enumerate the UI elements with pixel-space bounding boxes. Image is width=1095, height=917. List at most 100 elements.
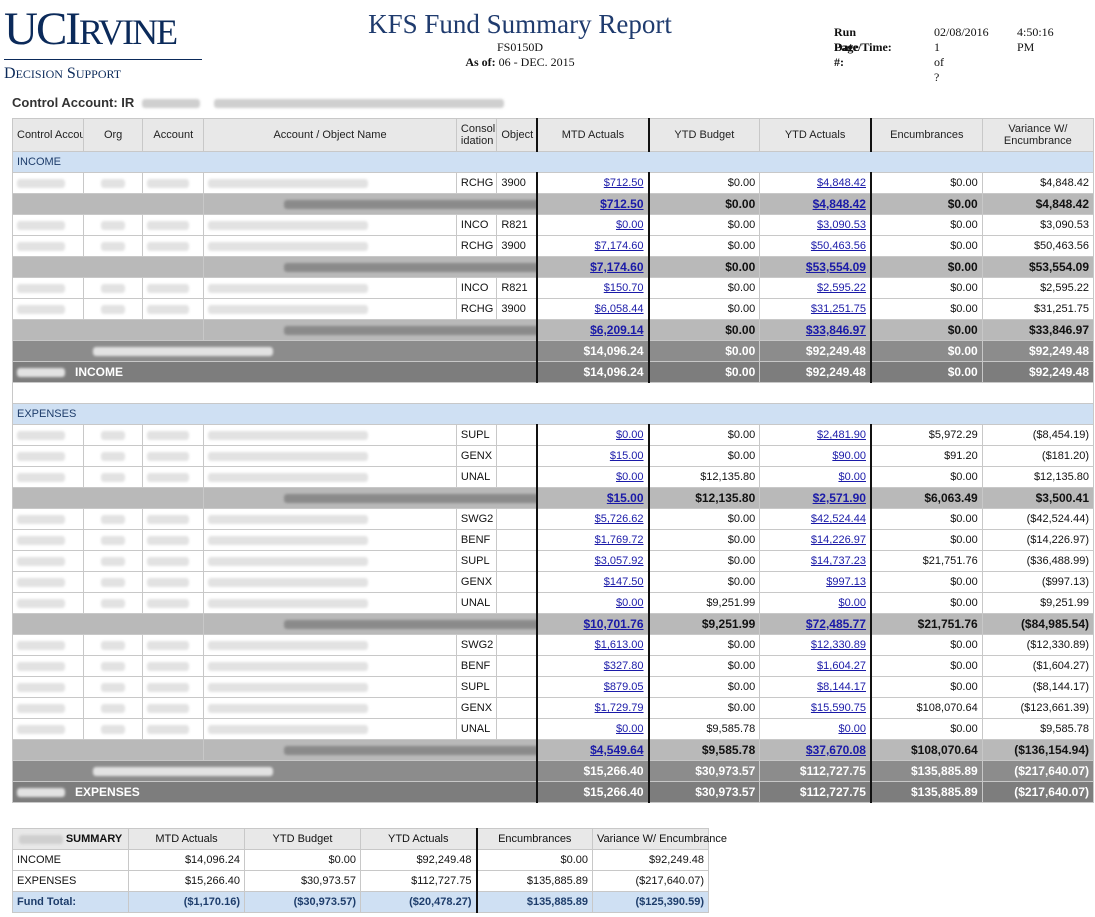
logo-uc: UC [4,3,67,55]
subtotal-mtd-link[interactable]: $15.00 [606,491,644,505]
mtd-link[interactable]: $0.00 [615,597,644,609]
summary-table: SUMMARY MTD Actuals YTD Budget YTD Actua… [12,828,727,913]
ytd-actuals-link[interactable]: $14,737.23 [810,555,866,567]
mtd-link[interactable]: $1,769.72 [594,534,644,546]
subtotal-row: $15.00 $12,135.80 $2,571.90 $6,063.49 $3,500… [11,487,1095,509]
table-row: RCHG 3900 $6,058.44 $0.00 $31,251.75 $0.00 $31… [12,298,1095,320]
subtotal-ytd-link[interactable]: $4,848.42 [812,197,866,211]
logo-i: I [65,3,81,55]
mtd-link[interactable]: $712.50 [603,177,644,189]
grand-total-row-expenses: EXPENSES $15,266.40 $30,973.57 $112,727.75 $… [12,781,1095,803]
table-row: UNAL $0.00 $9,585.78 $0.00 $0.00 $9,585.78 [12,718,1095,740]
org-total-row: $15,266.40 $30,973.57 $112,727.75 $135,885.… [12,760,1095,782]
report-title: KFS Fund Summary Report [368,9,672,39]
ytd-actuals-link[interactable]: $90.00 [832,450,866,462]
table-header: Control Account Org Account Account / Ob… [12,118,1095,152]
summary-title: SUMMARY [12,828,129,850]
mtd-link[interactable]: $0.00 [615,429,644,441]
col-object: Object [496,118,538,152]
subtotal-row: $4,549.64 $9,585.78 $37,670.08 $108,070.64(… [11,739,1095,761]
table-row: BENF $327.80 $0.00 $1,604.27 $0.00 ($1,604.27… [12,655,1095,677]
table-row: INCO R821 $150.70 $0.00 $2,595.22 $0.00 $2,595… [12,277,1095,299]
mtd-link[interactable]: $879.05 [603,681,644,693]
ytd-actuals-link[interactable]: $1,604.27 [817,660,866,672]
ytd-actuals-link[interactable]: $4,848.42 [817,177,866,189]
logo-support: UPPORT [75,67,122,81]
subtotal-ytd-link[interactable]: $2,571.90 [812,491,866,505]
subtotal-mtd-link[interactable]: $7,174.60 [590,260,644,274]
mtd-link[interactable]: $0.00 [615,723,644,735]
ytd-actuals-link[interactable]: $31,251.75 [810,303,866,315]
col-account-object-name: Account / Object Name [203,118,457,152]
table-row: GENX $1,729.79 $0.00 $15,590.75 $108,070.64(… [12,697,1095,719]
subtotal-ytd-link[interactable]: $37,670.08 [805,743,866,757]
ytd-actuals-link[interactable]: $42,524.44 [810,513,866,525]
mtd-link[interactable]: $3,057.92 [594,555,644,567]
page-number: 1 of ? [934,40,944,84]
mtd-link[interactable]: $147.50 [603,576,644,588]
logo-rvine: RVINE [78,12,178,52]
summary-col-encumbrances: Encumbrances [475,828,593,850]
section-income: INCOME [12,151,1094,173]
org-total-row: $14,096.24 $0.00 $92,249.48 $0.00 $92,249.48 [12,340,1095,362]
control-account-label: Control Account: IR [12,95,504,110]
subtotal-mtd-link[interactable]: $10,701.76 [583,617,644,631]
summary-col-ytd-actuals: YTD Actuals [360,828,477,850]
mtd-link[interactable]: $6,058.44 [594,303,644,315]
report-title-block: KFS Fund Summary Report FS0150D As of: 0… [300,8,740,70]
ytd-actuals-link[interactable]: $0.00 [838,597,866,609]
ytd-actuals-link[interactable]: $50,463.56 [810,240,866,252]
mtd-link[interactable]: $1,729.79 [594,702,644,714]
mtd-link[interactable]: $0.00 [615,219,644,231]
table-row: RCHG 3900 $7,174.60 $0.00 $50,463.56 $0.00 $50… [12,235,1095,257]
subtotal-mtd-link[interactable]: $6,209.14 [590,323,644,337]
run-time: 4:50:16 PM [1017,25,1054,54]
ytd-actuals-link[interactable]: $3,090.53 [817,219,866,231]
subtotal-row: $712.50 $0.00 $4,848.42 $0.00 $4,848.42 [11,193,1095,215]
col-variance: Variance W/ Encumbrance [981,118,1095,152]
mtd-link[interactable]: $0.00 [615,471,644,483]
col-ytd-budget: YTD Budget [647,118,761,152]
ytd-actuals-link[interactable]: $0.00 [838,471,866,483]
logo-decision-d: D [4,65,16,82]
table-row: RCHG 3900 $712.50 $0.00 $4,848.42 $0.00 $4,848… [12,172,1095,194]
uci-logo: UCIRVINE DECISION SUPPORT [4,6,204,83]
col-control-account: Control Account [12,118,84,152]
subtotal-mtd-link[interactable]: $712.50 [600,197,644,211]
ytd-actuals-link[interactable]: $2,595.22 [817,282,866,294]
col-account: Account [142,118,205,152]
col-mtd-actuals: MTD Actuals [536,118,650,152]
mtd-link[interactable]: $7,174.60 [594,240,644,252]
summary-row-income: INCOME $14,096.24 $0.00 $92,249.48 $0.00… [12,849,709,871]
ytd-actuals-link[interactable]: $0.00 [838,723,866,735]
ytd-actuals-link[interactable]: $12,330.89 [810,639,866,651]
as-of: As of: 06 - DEC. 2015 [465,55,575,69]
table-row: GENX $15.00 $0.00 $90.00 $91.20 ($181.20) [12,445,1095,467]
table-row: SUPL $3,057.92 $0.00 $14,737.23 $21,751.76 ($… [12,550,1095,572]
mtd-link[interactable]: $327.80 [603,660,644,672]
subtotal-row: $6,209.14 $0.00 $33,846.97 $0.00 $33,846.97 [11,319,1095,341]
ytd-actuals-link[interactable]: $997.13 [826,576,866,588]
summary-row-expenses: EXPENSES $15,266.40 $30,973.57 $112,727.… [12,870,709,892]
grand-total-row-income: INCOME $14,096.24 $0.00 $92,249.48 $0.00 $92,… [12,361,1095,383]
subtotal-ytd-link[interactable]: $33,846.97 [805,323,866,337]
ytd-actuals-link[interactable]: $2,481.90 [817,429,866,441]
subtotal-mtd-link[interactable]: $4,549.64 [590,743,644,757]
ytd-actuals-link[interactable]: $8,144.17 [817,681,866,693]
subtotal-ytd-link[interactable]: $72,485.77 [805,617,866,631]
col-org: Org [82,118,144,152]
summary-row-fund-total: Fund Total: ($1,170.16) ($30,973.57) ($2… [12,891,709,913]
mtd-link[interactable]: $5,726.62 [594,513,644,525]
subtotal-ytd-link[interactable]: $53,554.09 [805,260,866,274]
summary-col-ytd-budget: YTD Budget [244,828,361,850]
mtd-link[interactable]: $1,613.00 [594,639,644,651]
subtotal-row: G$7,174.60$0.00$53,554.09$0.00$53,554.09 [11,256,1095,278]
table-row: BENF $1,769.72 $0.00 $14,226.97 $0.00 ($14,22… [12,529,1095,551]
mtd-link[interactable]: $150.70 [603,282,644,294]
section-expenses: EXPENSES [12,403,1094,425]
mtd-link[interactable]: $15.00 [609,450,644,462]
table-row: SWG2 $1,613.00 $0.00 $12,330.89 $0.00 ($12,33… [12,634,1095,656]
ytd-actuals-link[interactable]: $14,226.97 [810,534,866,546]
ytd-actuals-link[interactable]: $15,590.75 [810,702,866,714]
col-consolidation: Consol idation [455,118,498,152]
